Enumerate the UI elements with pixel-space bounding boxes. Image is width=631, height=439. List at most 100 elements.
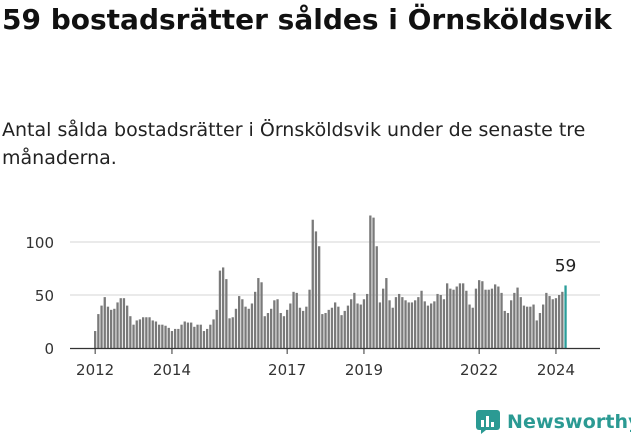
bar [465, 290, 468, 348]
bar [193, 326, 196, 348]
bar [506, 313, 510, 348]
bar [478, 280, 481, 348]
bar [314, 231, 318, 348]
bar [196, 324, 199, 348]
bar [350, 299, 353, 348]
bar [561, 291, 564, 348]
bar [100, 305, 103, 348]
bar [202, 331, 206, 348]
bar [343, 310, 346, 348]
y-tick-label: 100 [25, 234, 54, 252]
chart-subtitle: Antal sålda bostadsrätter i Örnsköldsvik… [2, 119, 586, 169]
bar [106, 306, 110, 348]
bar [558, 295, 561, 348]
bar [154, 321, 158, 348]
bar [446, 283, 449, 348]
bar [417, 297, 420, 348]
bar [401, 297, 404, 348]
bar [490, 288, 494, 348]
bar [247, 308, 250, 348]
newsworthy-logo-icon [476, 410, 500, 434]
bar [225, 279, 228, 348]
bar [119, 298, 122, 348]
bar [138, 319, 142, 348]
bar [212, 319, 215, 348]
bar [234, 308, 238, 348]
bar [388, 300, 391, 348]
bar [452, 289, 455, 348]
bar [206, 328, 209, 348]
axes [70, 347, 600, 354]
x-tick-label: 2017 [268, 361, 306, 379]
bar [526, 306, 529, 348]
bar [276, 299, 279, 348]
bar [151, 320, 154, 348]
bar [164, 325, 167, 348]
bar [481, 281, 484, 348]
bar [330, 307, 334, 348]
bar [362, 299, 366, 348]
bar [433, 301, 436, 348]
bar [484, 289, 487, 348]
bar [257, 278, 260, 348]
bar [385, 278, 388, 348]
bar [545, 292, 548, 348]
brand-logo: Newsworthy [476, 407, 631, 437]
bar [318, 246, 321, 348]
bar [94, 331, 97, 348]
bar [295, 292, 298, 348]
bar [327, 309, 330, 348]
bar [266, 313, 270, 348]
bar [273, 300, 276, 348]
bar [404, 300, 407, 348]
bar [279, 313, 282, 348]
bar [177, 328, 180, 348]
gridlines [70, 241, 600, 296]
bar [215, 309, 218, 348]
bar [436, 293, 439, 348]
bar [132, 324, 135, 348]
bar [353, 292, 356, 348]
bar [356, 303, 359, 348]
x-tick-label: 2022 [460, 361, 498, 379]
bar [289, 303, 292, 348]
bar [532, 304, 535, 348]
bar [190, 322, 193, 348]
y-tick-label: 50 [35, 287, 54, 305]
bar [292, 291, 295, 348]
bar [516, 287, 519, 348]
bar [420, 290, 423, 348]
bar [414, 300, 417, 348]
bar [321, 314, 324, 348]
bar [260, 282, 263, 348]
bar [161, 324, 164, 348]
bar [359, 304, 362, 348]
bar [126, 305, 129, 348]
bar [500, 292, 503, 348]
bar [244, 306, 247, 348]
x-tick-label: 2012 [76, 361, 114, 379]
bar [199, 324, 202, 348]
bar [270, 308, 273, 348]
bar [158, 324, 161, 348]
bar [551, 299, 554, 348]
bar [535, 320, 538, 348]
brand-name: Newsworthy [507, 411, 631, 433]
bar [510, 300, 513, 348]
bar [346, 305, 350, 348]
bar [564, 285, 567, 348]
bar [282, 316, 286, 348]
bar [334, 302, 337, 348]
bar [375, 246, 378, 348]
bar [513, 292, 516, 348]
bar [254, 291, 257, 348]
bar [180, 324, 183, 348]
bar [398, 293, 401, 348]
bar [442, 299, 446, 348]
bar [305, 306, 308, 348]
bar [302, 310, 305, 348]
chart-title: 59 bostadsrätter såldes i Örnsköldsvik [2, 3, 612, 36]
bar [142, 317, 145, 348]
bar [542, 304, 545, 348]
bar [394, 297, 398, 348]
